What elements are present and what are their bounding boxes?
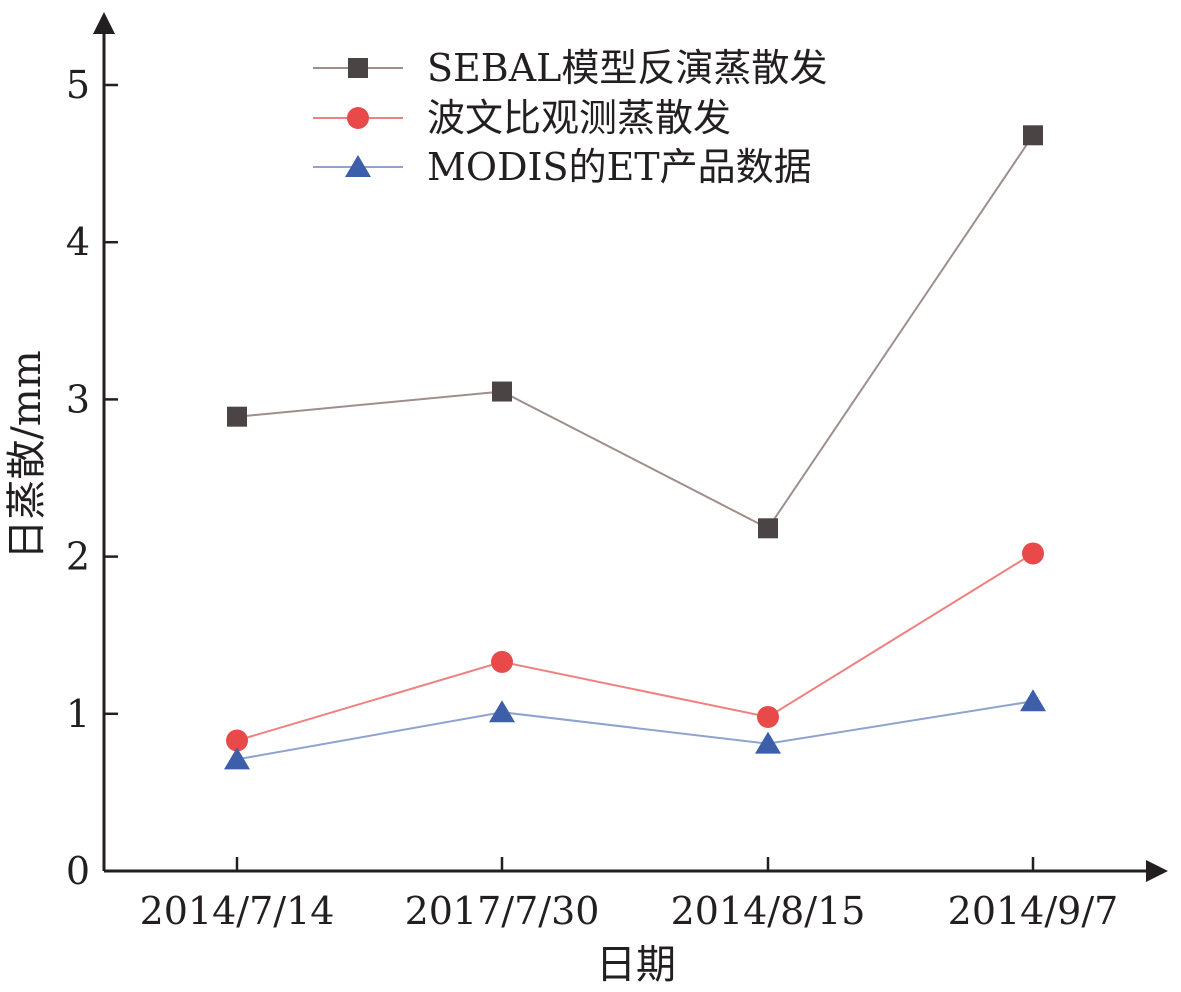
legend-item: MODIS的ET产品数据 [313,145,812,189]
x-tick-label: 2014/9/7 [948,889,1119,933]
series-line [236,134,1034,530]
data-point [227,406,247,427]
axes [93,12,1168,882]
data-point [1023,125,1043,146]
legend-label: MODIS的ET产品数据 [427,145,812,189]
series-layer [224,125,1046,770]
data-point [491,650,513,673]
data-point [226,729,248,752]
legend-marker [345,155,371,177]
x-tick-label: 2014/7/14 [140,889,335,933]
y-tick-label: 3 [66,377,90,421]
legend-marker [348,58,368,78]
y-axis-title: 日蒸散/mm [4,350,50,559]
y-tick-label: 5 [66,63,90,107]
series-triangle [224,689,1046,770]
legend-marker [347,107,369,129]
x-ticks: 2014/7/14 2017/7/30 2014/8/15 2014/9/7 [140,857,1119,933]
y-tick-label: 1 [66,692,90,736]
x-axis-arrow [1146,860,1168,882]
x-axis-title: 日期 [596,942,676,988]
y-tick-label: 2 [66,535,90,579]
legend-label: 波文比观测蒸散发 [427,96,731,140]
series-circle [226,542,1044,752]
series-line [236,700,1034,761]
x-tick-label: 2014/8/15 [671,889,866,933]
data-point [1020,689,1046,712]
y-axis-arrow [93,12,115,34]
y-tick-label: 4 [66,220,90,264]
data-point [492,381,512,402]
data-point [489,700,515,723]
legend-item: SEBAL模型反演蒸散发 [313,46,827,90]
series-line [236,552,1034,742]
data-point [755,731,781,754]
series-square [227,125,1043,539]
legend-label: SEBAL模型反演蒸散发 [427,46,827,90]
legend-item: 波文比观测蒸散发 [313,96,731,140]
data-point [758,518,778,539]
y-tick-label: 0 [66,849,90,893]
x-tick-label: 2017/7/30 [405,889,600,933]
y-ticks: 0 1 2 3 4 5 [66,63,118,893]
data-point [1022,542,1044,565]
data-point [224,747,250,770]
data-point [757,705,779,728]
